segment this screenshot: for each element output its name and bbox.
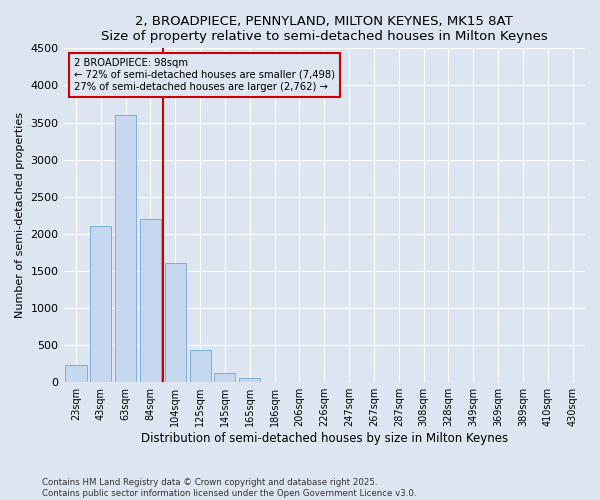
- Bar: [214, 372, 235, 382]
- Bar: [239, 378, 260, 382]
- Bar: [90, 226, 112, 382]
- Bar: [190, 350, 211, 382]
- Text: Contains HM Land Registry data © Crown copyright and database right 2025.
Contai: Contains HM Land Registry data © Crown c…: [42, 478, 416, 498]
- Text: 2 BROADPIECE: 98sqm
← 72% of semi-detached houses are smaller (7,498)
27% of sem: 2 BROADPIECE: 98sqm ← 72% of semi-detach…: [74, 58, 335, 92]
- X-axis label: Distribution of semi-detached houses by size in Milton Keynes: Distribution of semi-detached houses by …: [141, 432, 508, 445]
- Bar: [115, 115, 136, 382]
- Bar: [165, 264, 186, 382]
- Title: 2, BROADPIECE, PENNYLAND, MILTON KEYNES, MK15 8AT
Size of property relative to s: 2, BROADPIECE, PENNYLAND, MILTON KEYNES,…: [101, 15, 548, 43]
- Bar: [65, 365, 86, 382]
- Bar: [140, 219, 161, 382]
- Y-axis label: Number of semi-detached properties: Number of semi-detached properties: [15, 112, 25, 318]
